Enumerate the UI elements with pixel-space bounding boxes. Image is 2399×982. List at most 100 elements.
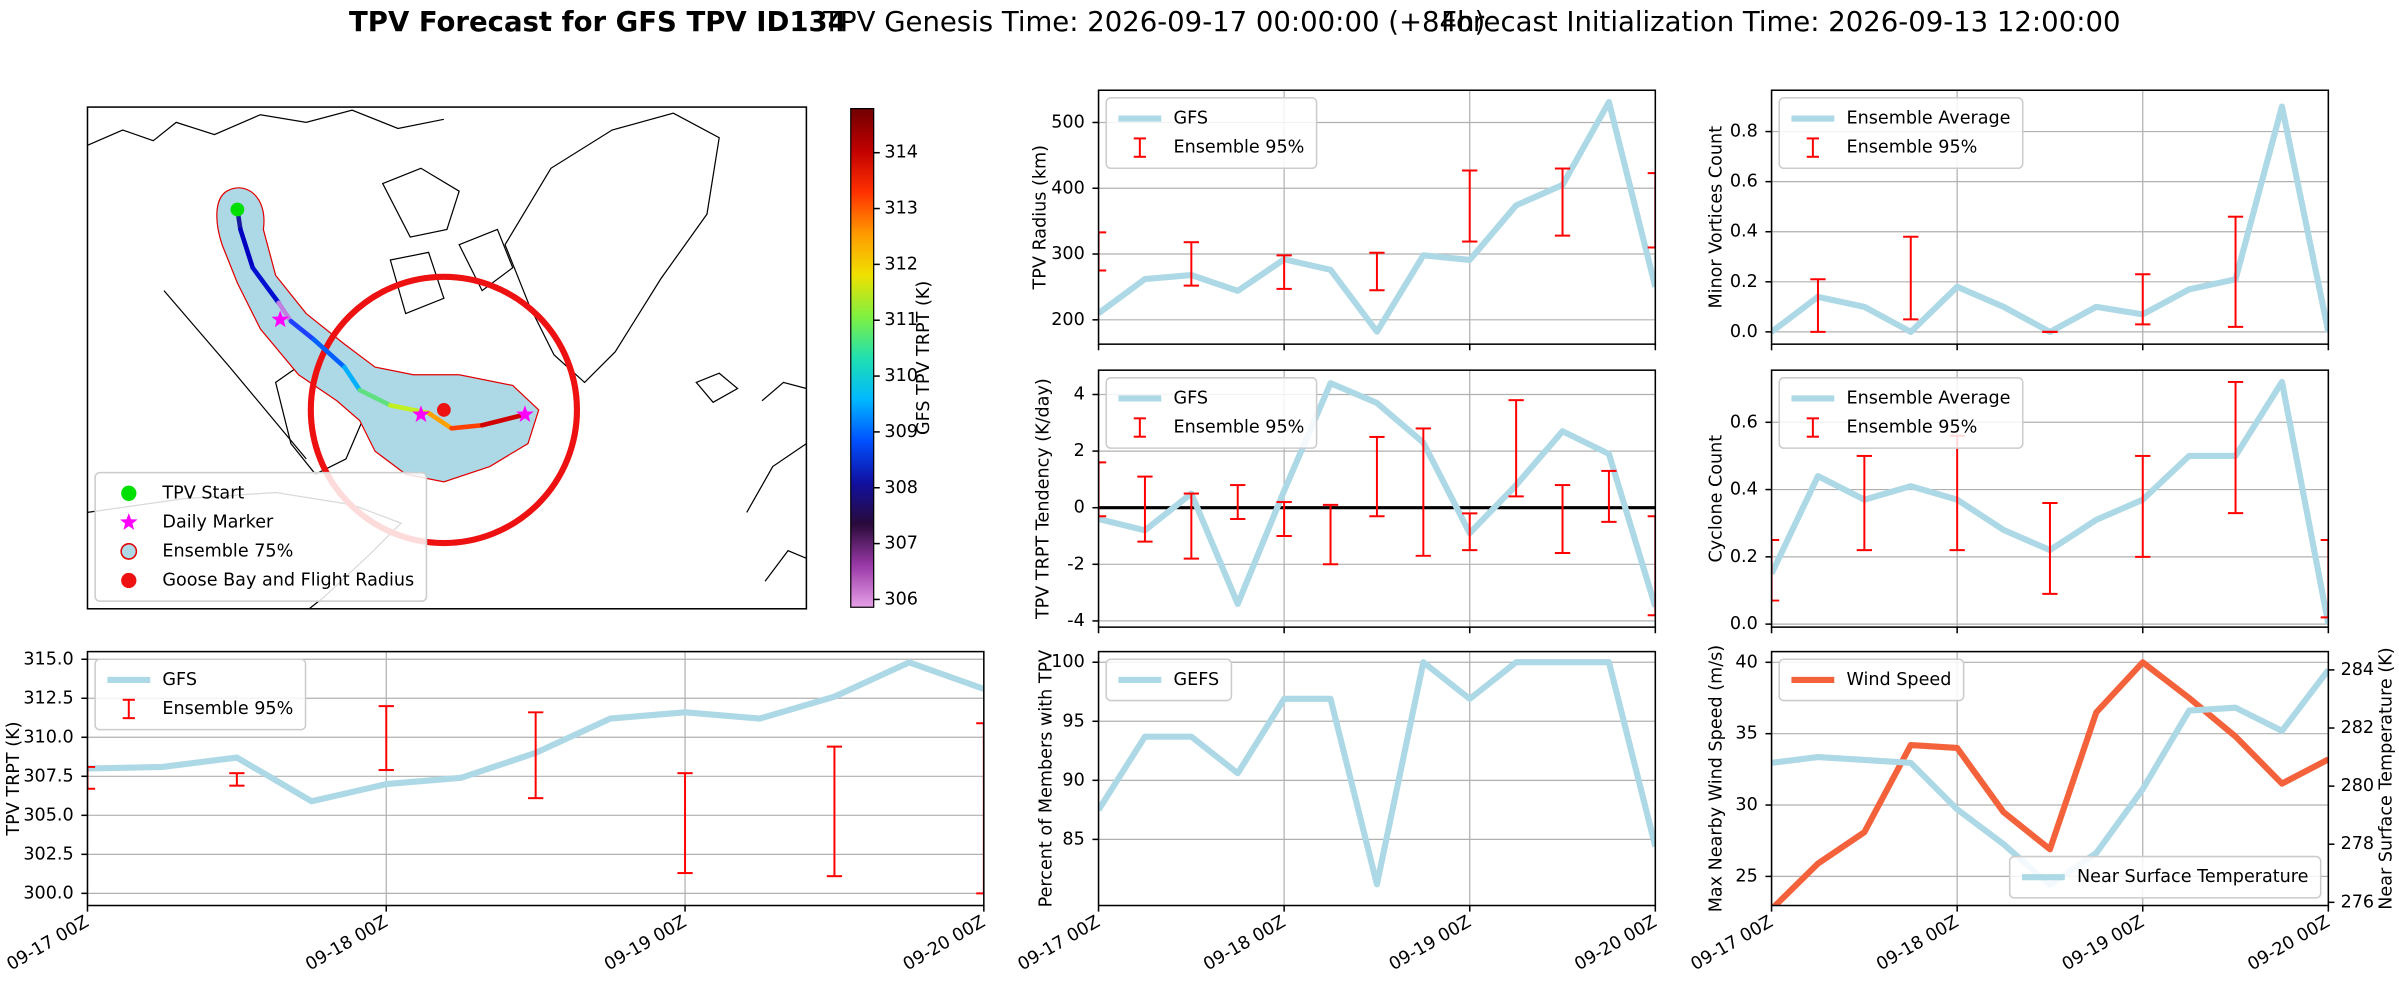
y-tick-label: 100 <box>1051 652 1085 672</box>
track-segment <box>449 422 485 431</box>
legend-label: Ensemble 95% <box>1847 138 1978 158</box>
legend: GFS Ensemble 95% <box>1105 97 1318 170</box>
y-tick-label: -4 <box>1067 611 1085 631</box>
axes-frame <box>86 650 985 907</box>
axes-frame <box>1097 89 1657 345</box>
y-tick-label: 25 <box>1735 866 1757 886</box>
series-line <box>1098 659 1656 888</box>
legend-box <box>94 658 307 731</box>
legend: Ensemble Average Ensemble 95% <box>1778 97 2024 170</box>
track-segment <box>276 300 294 324</box>
legend: TPV Start Daily Marker Ensemble 75% Goose B… <box>94 471 428 602</box>
y-tick-label: 400 <box>1051 178 1085 198</box>
legend: Near Surface Temperature <box>2008 855 2322 899</box>
plot-area <box>1771 103 2329 335</box>
y-tick-label: 0.0 <box>1730 614 1758 634</box>
coastline <box>87 109 445 146</box>
legend-box <box>94 471 428 602</box>
init-time: Forecast Initialization Time: 2026-09-13… <box>1441 6 2120 38</box>
legend-label: Wind Speed <box>1847 670 1952 690</box>
legend-swatch <box>120 543 138 560</box>
legend-box <box>1778 97 2024 170</box>
y-axis-label: TPV TRPT (K) <box>4 722 24 837</box>
legend-label: Ensemble Average <box>1847 388 2011 408</box>
y-tick-label: 312.5 <box>23 688 73 708</box>
y-tick-label: 0 <box>1074 498 1085 518</box>
legend: Ensemble Average Ensemble 95% <box>1778 377 2024 449</box>
y-axis-label: Minor Vortices Count <box>1707 126 1727 309</box>
legend-label: GEFS <box>1173 670 1219 690</box>
y2-tick-label: 276 <box>2341 892 2375 912</box>
legend-swatch <box>121 572 137 589</box>
coastline <box>504 112 720 384</box>
y-axis-label: Max Nearby Wind Speed (m/s) <box>1707 645 1727 912</box>
legend-label: Ensemble 95% <box>1173 138 1304 158</box>
plot-area <box>1771 378 2329 625</box>
y-tick-label: 0.8 <box>1730 122 1758 142</box>
y2-tick-label: 280 <box>2341 776 2375 796</box>
daily-marker <box>516 405 534 423</box>
y-tick-label: 0.2 <box>1730 547 1758 567</box>
y-tick-label: 30 <box>1735 795 1757 815</box>
y-tick-label: 85 <box>1062 829 1084 849</box>
map-frame <box>86 106 808 610</box>
legend-label: Ensemble 95% <box>1847 418 1978 438</box>
y-tick-label: 35 <box>1735 724 1757 744</box>
plot-area <box>1098 99 1656 335</box>
plot-area <box>1098 380 1656 617</box>
colorbar-tick-label: 307 <box>884 534 918 554</box>
track-segment <box>288 318 317 342</box>
y2-tick-label: 278 <box>2341 834 2375 854</box>
coastline <box>746 381 807 582</box>
y2-tick-label: 284 <box>2341 660 2375 680</box>
y-tick-label: 2 <box>1074 441 1085 461</box>
y2-tick-label: 282 <box>2341 718 2375 738</box>
track-segment <box>342 364 363 393</box>
y-tick-label: 305.0 <box>23 805 73 825</box>
legend: GFS Ensemble 95% <box>94 658 307 731</box>
track-segment <box>426 410 454 431</box>
y-axis-label: TPV TRPT Tendency (K/day) <box>1033 378 1053 620</box>
y-tick-label: 0.6 <box>1730 412 1758 432</box>
colorbar-tick-label: 309 <box>884 422 918 442</box>
legend-label: Ensemble Average <box>1847 109 2011 129</box>
y-tick-label: 200 <box>1051 310 1085 330</box>
colorbar-tick-label: 311 <box>884 310 918 330</box>
legend-box <box>2008 855 2322 899</box>
daily-marker <box>412 405 430 423</box>
genesis-time: TPV Genesis Time: 2026-09-17 00:00:00 (+… <box>822 6 1485 38</box>
coastline <box>381 167 514 315</box>
axes-frame <box>1097 369 1657 628</box>
y-tick-label: 307.5 <box>23 766 73 786</box>
legend-label: GFS <box>162 670 197 690</box>
colorbar-tick-label: 310 <box>884 366 918 386</box>
legend-box <box>1778 377 2024 449</box>
y-tick-label: 0.2 <box>1730 272 1758 292</box>
legend: GEFS <box>1105 658 1233 702</box>
axes-frame <box>1770 369 2330 628</box>
y-tick-label: 300.0 <box>23 883 73 903</box>
y-axis-label: Percent of Members with TPV <box>1037 650 1057 908</box>
goose-bay <box>436 403 451 417</box>
colorbar-label: GFS TPV TRPT (K) <box>914 281 934 435</box>
colorbar-tick-label: 308 <box>884 478 918 498</box>
axes-frame <box>1097 650 1657 907</box>
legend-label: Near Surface Temperature <box>2077 867 2308 887</box>
y-tick-label: 302.5 <box>23 844 73 864</box>
track-segment <box>238 227 255 270</box>
figure-title: TPV Forecast for GFS TPV ID134 <box>349 6 847 38</box>
track-segment <box>250 265 281 306</box>
colorbar-tick-label: 306 <box>884 589 918 609</box>
legend-swatch <box>121 485 137 501</box>
track-segment <box>311 337 347 370</box>
y-axis-label: TPV Radius (km) <box>1030 145 1050 291</box>
legend-label: Daily Marker <box>162 512 274 532</box>
y-tick-label: 4 <box>1074 385 1085 405</box>
y-tick-label: 95 <box>1062 711 1084 731</box>
legend-box <box>1105 658 1233 702</box>
plot-area <box>87 659 984 895</box>
daily-marker <box>271 310 289 328</box>
legend-swatch <box>120 513 138 530</box>
track-segment <box>357 387 393 408</box>
